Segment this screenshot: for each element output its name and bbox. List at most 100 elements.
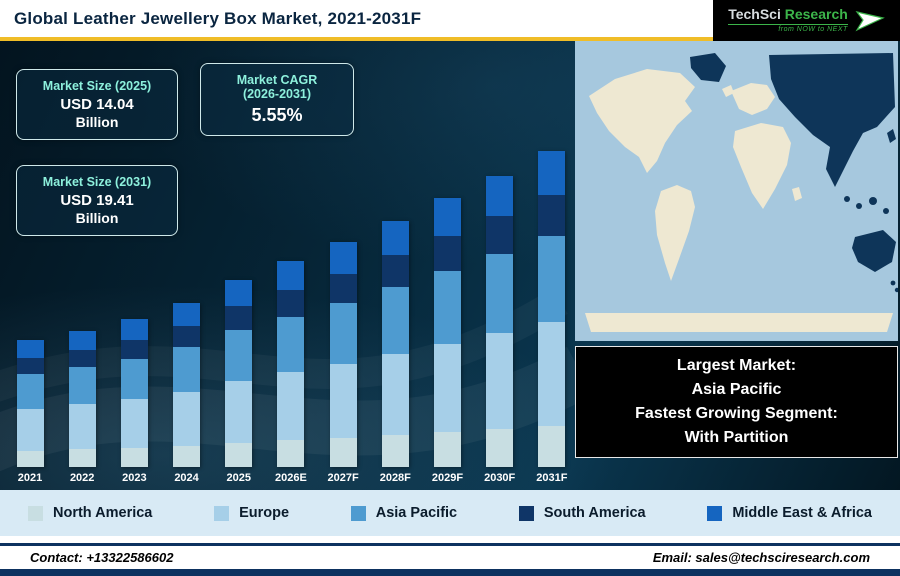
market-size-2031-box: Market Size (2031) USD 19.41 Billion [16, 165, 178, 236]
stacked-bar [381, 220, 409, 467]
bar-segment-south-america [173, 325, 201, 348]
logo-name-techsci: TechSci [728, 6, 781, 23]
bar-segment-north-america [434, 432, 461, 467]
market-cagr-box: Market CAGR (2026-2031) 5.55% [200, 63, 354, 136]
year-label: 2023 [122, 472, 147, 484]
legend-label: Middle East & Africa [732, 505, 872, 521]
bar-column: 2029F [430, 198, 466, 484]
bar-segment-middle-east-africa [381, 220, 409, 256]
map-caption: Largest Market: Asia Pacific Fastest Growi… [575, 346, 898, 458]
logo-text: TechSci Research from NOW to NEXT [728, 7, 848, 33]
landmass-antarctica [585, 313, 893, 332]
year-label: 2024 [174, 472, 199, 484]
stacked-bar [173, 302, 201, 467]
legend-swatch [214, 505, 230, 521]
bar-segment-asia-pacific [68, 367, 96, 405]
year-label: 2030F [484, 472, 516, 484]
year-label: 2026E [275, 472, 307, 484]
bar-segment-south-america [486, 216, 514, 255]
bar-segment-asia-pacific [434, 271, 461, 344]
legend-swatch [707, 505, 723, 521]
bar-segment-middle-east-africa [434, 198, 461, 236]
bar-segment-middle-east-africa [329, 242, 357, 274]
caption-line: Fastest Growing Segment: [635, 405, 838, 422]
bar-column: 2030F [482, 175, 518, 484]
bar-segment-south-america [329, 273, 357, 303]
caption-line: Largest Market: [676, 357, 797, 374]
caption-line: Asia Pacific [691, 381, 782, 398]
bar-segment-europe [225, 380, 253, 443]
bar-segment-middle-east-africa [277, 261, 305, 291]
market-size-2025-unit: Billion [75, 114, 119, 130]
bar-segment-south-america [277, 290, 305, 317]
market-cagr-label: Market CAGR [236, 73, 318, 87]
bar-segment-europe [538, 321, 566, 426]
bar-segment-asia-pacific [277, 316, 305, 373]
bar-segment-north-america [68, 449, 96, 467]
logo-tagline: from NOW to NEXT [728, 24, 848, 33]
bar-column: 2031F [534, 151, 570, 484]
year-label: 2031F [536, 472, 568, 484]
world-map [575, 41, 900, 341]
bar-segment-europe [68, 404, 96, 450]
bar-segment-europe [381, 353, 409, 435]
bar-segment-north-america [486, 429, 514, 467]
landmass-greenland [690, 53, 726, 82]
logo-arrow-icon [855, 10, 885, 31]
bar-segment-south-america [16, 357, 44, 375]
bar-segment-europe [277, 372, 305, 441]
stacked-bar [277, 261, 305, 467]
bar-segment-north-america [120, 447, 148, 467]
landmass-europe [731, 83, 775, 115]
landmass-new-zealand [890, 280, 896, 286]
legend-swatch [350, 505, 366, 521]
main-panel: Market Size (2025) USD 14.04 Billion Mar… [0, 41, 900, 490]
legend-item: North America [28, 505, 152, 521]
top-bar: Global Leather Jewellery Box Market, 202… [0, 0, 900, 41]
stacked-bar [329, 242, 357, 467]
market-size-2025-label: Market Size (2025) [42, 79, 152, 93]
legend: North America Europe Asia Pacific South Ame… [0, 490, 900, 536]
bar-segment-europe [329, 363, 357, 438]
stacked-bar [120, 319, 148, 467]
footer-rule [0, 543, 900, 546]
legend-label: Asia Pacific [375, 505, 458, 521]
landmass-uk [722, 85, 734, 97]
bar-segment-asia-pacific [173, 347, 201, 392]
landmass-southeast-asia-island [856, 203, 862, 209]
legend-item: Asia Pacific [350, 505, 458, 521]
year-label: 2021 [17, 472, 43, 484]
bar-column: 2025 [221, 279, 257, 484]
bar-segment-middle-east-africa [68, 330, 96, 350]
bar-segment-north-america [225, 442, 253, 467]
bar-segment-north-america [381, 434, 409, 467]
bar-segment-middle-east-africa [225, 279, 253, 307]
bar-segment-north-america [16, 450, 44, 467]
year-label: 2022 [69, 472, 95, 484]
bar-segment-asia-pacific [329, 302, 357, 364]
landmass-japan [887, 129, 896, 143]
bar-segment-asia-pacific [381, 287, 409, 354]
footer-email: Email: sales@techsciresearch.com [652, 550, 870, 565]
market-size-2031-unit: Billion [75, 210, 119, 226]
page-title: Global Leather Jewellery Box Market, 202… [14, 8, 422, 28]
year-label: 2025 [226, 472, 251, 484]
bottom-accent-bar [0, 569, 900, 576]
bar-segment-asia-pacific [16, 374, 44, 409]
bar-segment-middle-east-africa [538, 151, 566, 196]
stacked-bar [225, 279, 253, 467]
bar-chart: 2021 2022 2023 2024 2025 2026E 2027F 2028F 2029F… [12, 151, 570, 484]
market-size-2025-value: USD 14.04 [60, 96, 134, 113]
bar-segment-asia-pacific [225, 330, 253, 381]
bar-segment-south-america [434, 236, 461, 271]
bar-segment-europe [173, 391, 201, 446]
year-label: 2029F [431, 472, 464, 484]
landmass-south-america [655, 185, 695, 281]
bar-segment-south-america [120, 340, 148, 360]
bar-segment-south-america [381, 255, 409, 288]
caption-line: With Partition [684, 429, 789, 446]
bar-segment-south-america [538, 195, 566, 237]
bar-segment-north-america [173, 445, 201, 467]
bar-column: 2024 [169, 302, 205, 484]
